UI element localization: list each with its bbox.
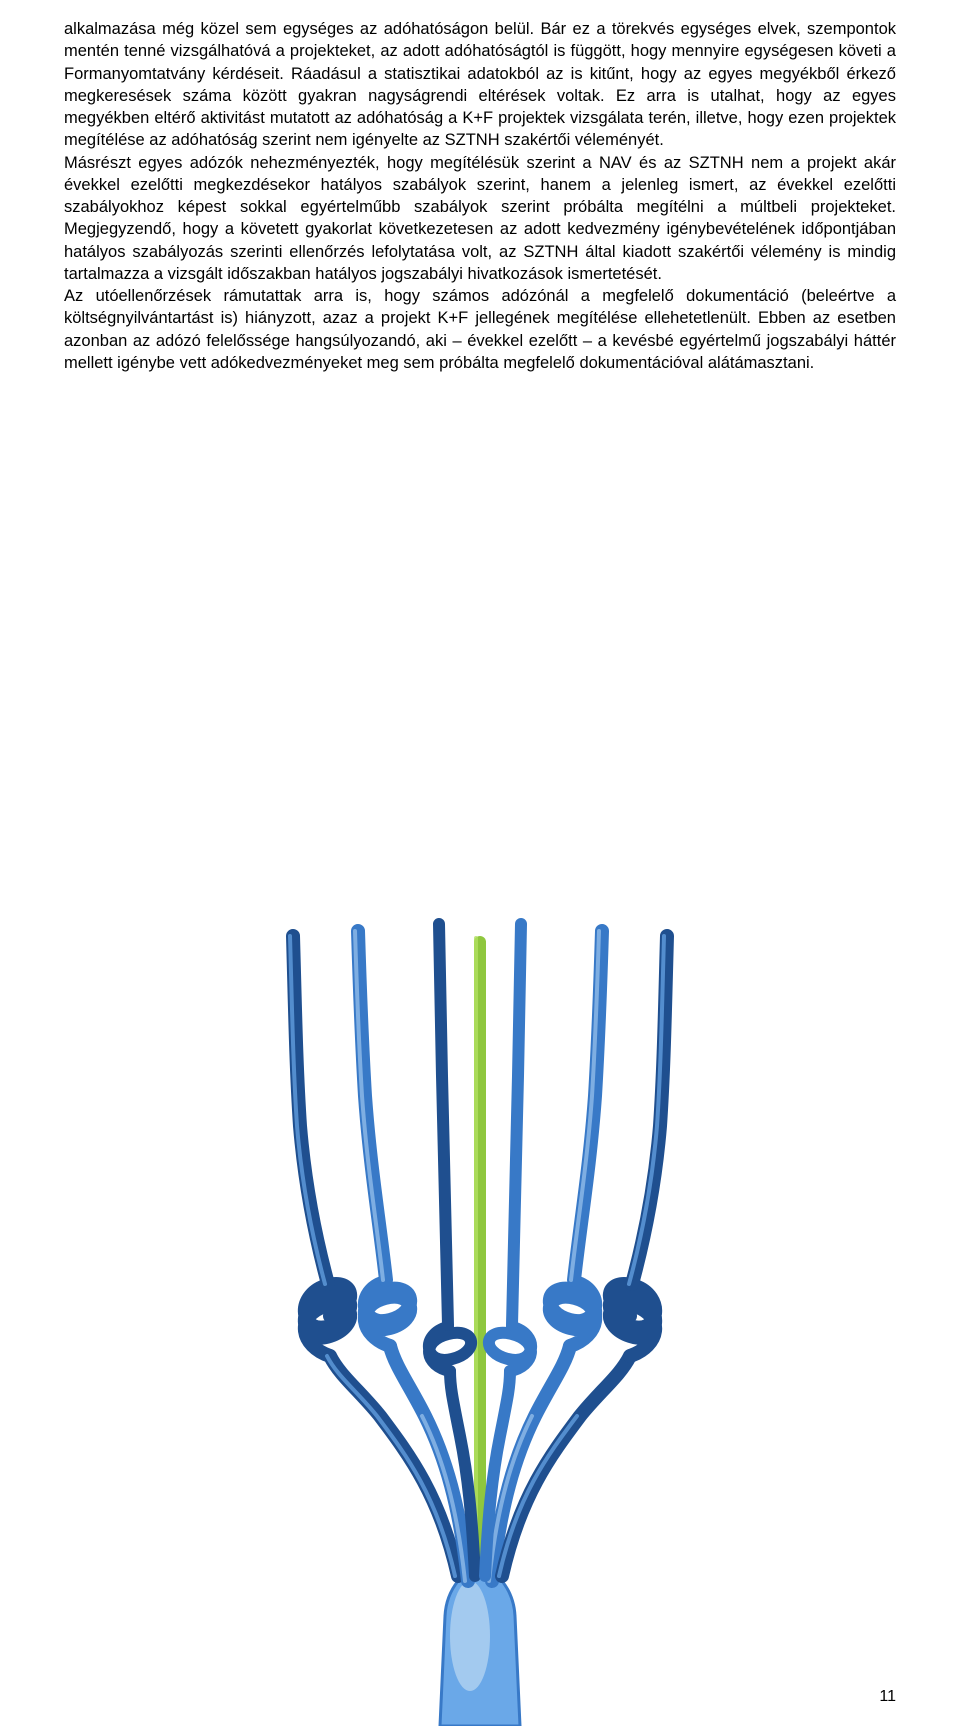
paragraph-3: Az utóellenőrzések rámutattak arra is, h…	[64, 285, 896, 374]
page-body: alkalmazása még közel sem egységes az ad…	[0, 0, 960, 374]
paragraph-2: Másrészt egyes adózók nehezményezték, ho…	[64, 152, 896, 286]
page-number: 11	[879, 1688, 896, 1706]
paragraph-1: alkalmazása még közel sem egységes az ad…	[64, 18, 896, 152]
decorative-straws-image	[210, 876, 750, 1726]
